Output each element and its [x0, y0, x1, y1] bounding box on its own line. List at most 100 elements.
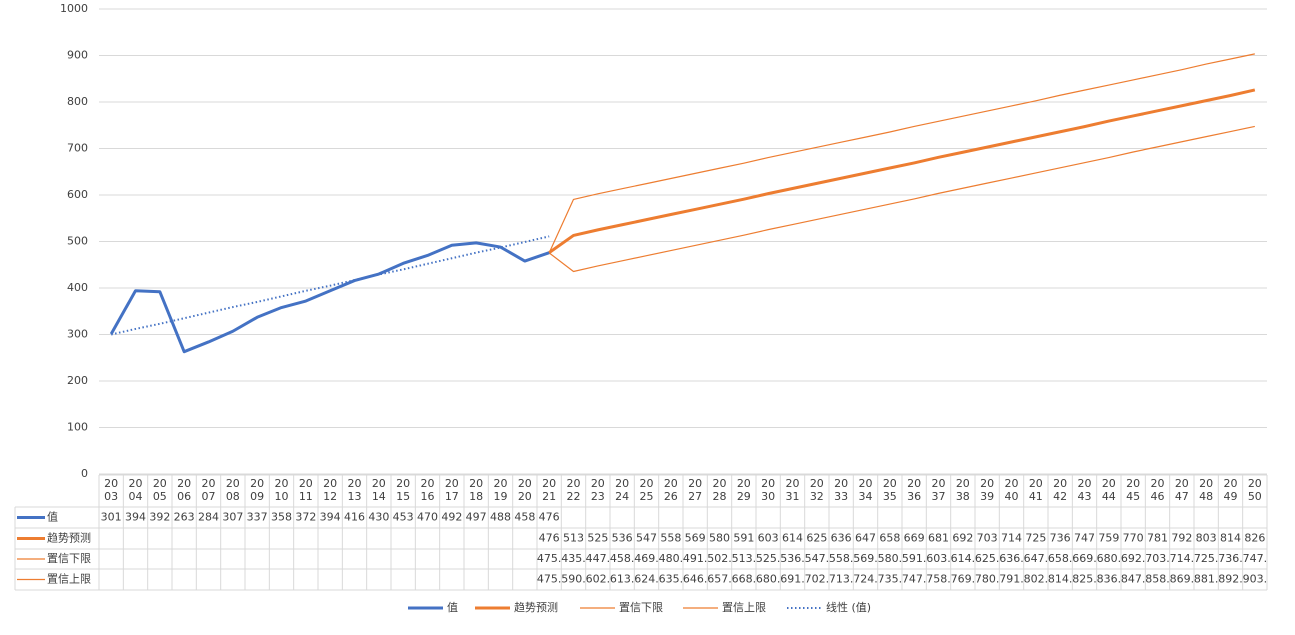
x-tick-label: 2048 [1199, 477, 1214, 503]
table-value: 692. [1121, 552, 1146, 565]
table-value: 470 [417, 511, 438, 524]
table-value: 358 [271, 511, 292, 524]
table-value: 681 [928, 532, 949, 545]
table-value: 476 [539, 511, 560, 524]
x-tick-label: 2018 [469, 477, 484, 503]
table-value: 658 [879, 532, 900, 545]
series-line [548, 125, 1255, 273]
table-value: 394 [320, 511, 341, 524]
x-tick-label: 2019 [493, 477, 508, 503]
x-tick-label: 2030 [761, 477, 776, 503]
table-value: 263 [174, 511, 195, 524]
x-tick-label: 2050 [1247, 477, 1262, 503]
table-value: 747. [902, 573, 927, 586]
table-value: 614. [951, 552, 976, 565]
table-value: 430 [368, 511, 389, 524]
table-value: 703 [977, 532, 998, 545]
table-value: 647 [855, 532, 876, 545]
table-value: 792 [1171, 532, 1192, 545]
table-value: 603 [758, 532, 779, 545]
table-value: 624. [634, 573, 659, 586]
table-value: 903. [1243, 573, 1268, 586]
x-tick-label: 2027 [688, 477, 703, 503]
table-value: 892. [1218, 573, 1243, 586]
table-value: 668. [732, 573, 757, 586]
table-value: 847. [1121, 573, 1146, 586]
table-value: 702. [805, 573, 830, 586]
table-value: 525 [587, 532, 608, 545]
series-line [548, 53, 1255, 254]
x-tick-label: 2028 [712, 477, 727, 503]
table-value: 513. [732, 552, 757, 565]
x-tick-label: 2049 [1223, 477, 1238, 503]
x-tick-label: 2042 [1053, 477, 1068, 503]
table-value: 301 [101, 511, 122, 524]
x-tick-label: 2006 [177, 477, 192, 503]
x-tick-label: 2012 [323, 477, 338, 503]
x-tick-label: 2039 [980, 477, 995, 503]
table-value: 836. [1097, 573, 1122, 586]
x-tick-label: 2043 [1077, 477, 1092, 503]
table-value: 724. [853, 573, 878, 586]
x-tick-label: 2032 [809, 477, 824, 503]
y-tick-label: 1000 [60, 2, 88, 15]
x-tick-label: 2036 [907, 477, 922, 503]
table-value: 680. [756, 573, 781, 586]
table-value: 646. [683, 573, 708, 586]
table-value: 580. [878, 552, 903, 565]
table-value: 337 [247, 511, 268, 524]
table-value: 392 [149, 511, 170, 524]
x-tick-label: 2020 [517, 477, 532, 503]
table-value: 307 [222, 511, 243, 524]
x-tick-label: 2014 [371, 477, 386, 503]
legend-label: 值 [447, 601, 458, 614]
table-value: 613. [610, 573, 635, 586]
x-tick-label: 2026 [663, 477, 678, 503]
table-value: 780. [975, 573, 1000, 586]
legend-label: 置信上限 [722, 601, 766, 614]
table-value: 591. [902, 552, 927, 565]
x-tick-label: 2016 [420, 477, 435, 503]
table-row-label: 趋势预测 [47, 532, 91, 545]
table-value: 502. [707, 552, 732, 565]
table-value: 480. [659, 552, 684, 565]
legend-label: 趋势预测 [514, 601, 558, 614]
table-value: 802. [1024, 573, 1049, 586]
x-tick-label: 2031 [785, 477, 800, 503]
table-value: 747 [1074, 532, 1095, 545]
table-value: 691. [780, 573, 805, 586]
table-value: 580 [709, 532, 730, 545]
table-value: 284 [198, 511, 219, 524]
x-tick-label: 2009 [250, 477, 265, 503]
x-tick-label: 2044 [1101, 477, 1116, 503]
table-value: 536. [780, 552, 805, 565]
table-value: 680. [1097, 552, 1122, 565]
table-value: 447. [586, 552, 611, 565]
table-value: 475. [537, 552, 562, 565]
table-value: 614 [782, 532, 803, 545]
table-row-label: 置信上限 [47, 573, 91, 586]
table-value: 603. [926, 552, 951, 565]
table-value: 636. [999, 552, 1024, 565]
y-tick-label: 500 [67, 235, 88, 248]
table-value: 703. [1145, 552, 1170, 565]
table-value: 725 [1025, 532, 1046, 545]
x-tick-label: 2037 [931, 477, 946, 503]
x-tick-label: 2038 [955, 477, 970, 503]
table-value: 657. [707, 573, 732, 586]
table-value: 736. [1218, 552, 1243, 565]
x-tick-label: 2013 [347, 477, 362, 503]
table-value: 625. [975, 552, 1000, 565]
x-tick-label: 2008 [225, 477, 240, 503]
table-value: 770 [1123, 532, 1144, 545]
table-value: 416 [344, 511, 365, 524]
table-value: 735. [878, 573, 903, 586]
table-value: 569 [685, 532, 706, 545]
table-value: 497 [466, 511, 487, 524]
table-value: 825. [1072, 573, 1097, 586]
series-line [110, 235, 550, 336]
table-value: 435. [561, 552, 586, 565]
table-value: 475. [537, 573, 562, 586]
x-tick-label: 2023 [590, 477, 605, 503]
table-value: 525. [756, 552, 781, 565]
